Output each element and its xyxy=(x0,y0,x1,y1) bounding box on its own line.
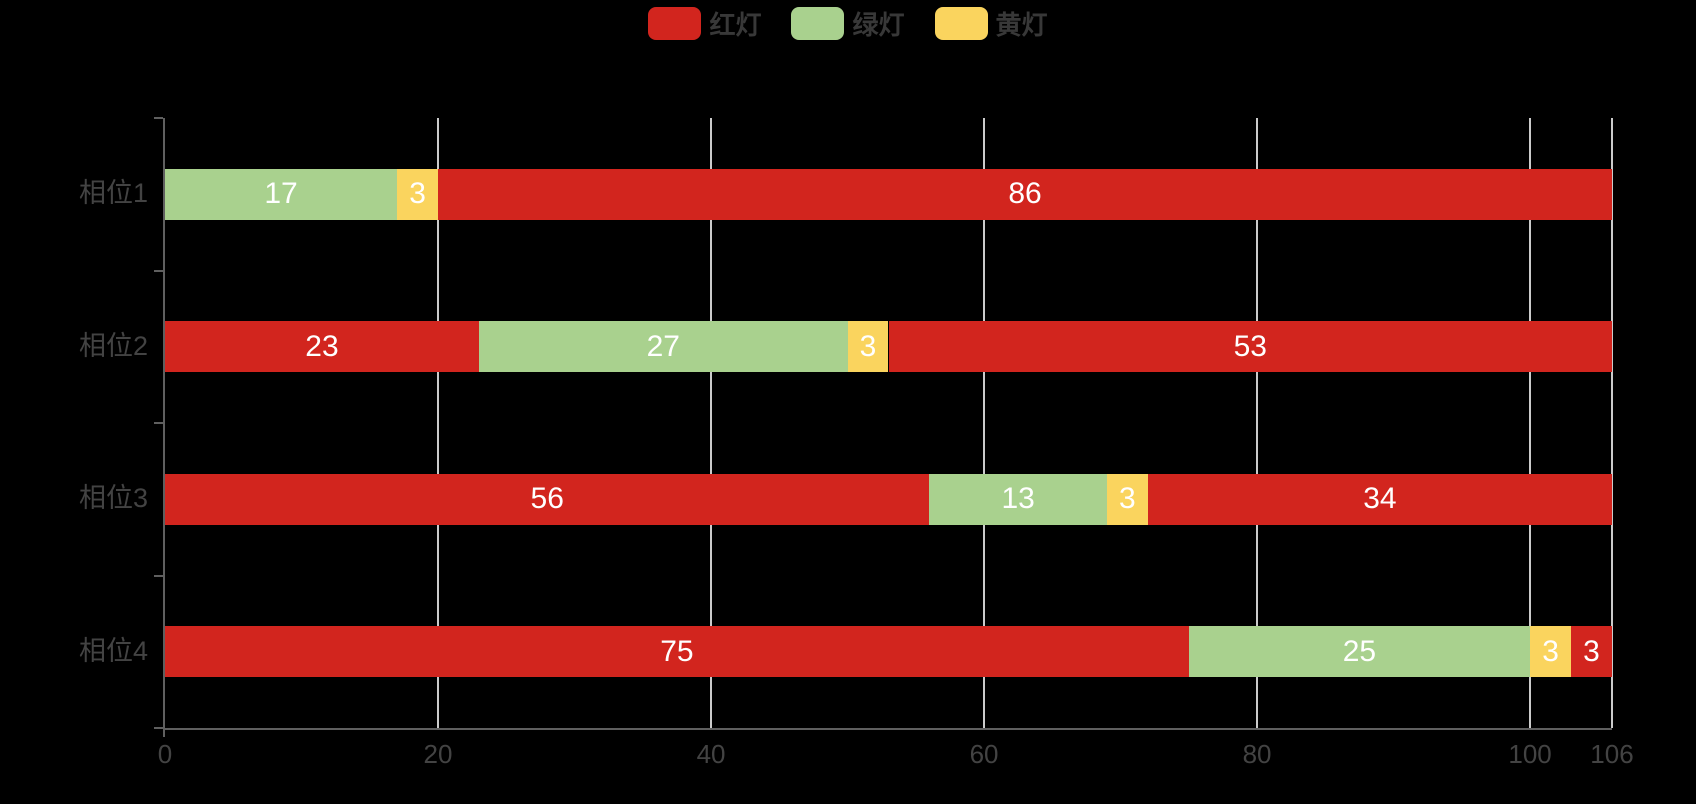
bar-value-label: 86 xyxy=(1008,177,1042,211)
bar-segment-黄灯[interactable]: 3 xyxy=(397,168,438,220)
gridline-x-60 xyxy=(983,118,986,728)
bar-value-label: 23 xyxy=(305,329,339,363)
y-axis-label-相位2: 相位2 xyxy=(78,330,148,361)
bar-segment-红灯[interactable]: 53 xyxy=(888,321,1612,373)
legend-swatch xyxy=(791,7,845,40)
bar-segment-绿灯[interactable]: 13 xyxy=(929,473,1107,525)
legend-item-2[interactable]: 绿灯 xyxy=(791,5,905,42)
y-axis-line xyxy=(163,118,165,737)
x-axis-label-40: 40 xyxy=(696,739,726,769)
bar-segment-绿灯[interactable]: 25 xyxy=(1188,626,1531,678)
y-axis-tick xyxy=(154,422,163,424)
bar-segment-绿灯[interactable]: 17 xyxy=(165,168,398,220)
legend-swatch xyxy=(934,7,988,40)
bar-value-label: 3 xyxy=(409,177,426,211)
bar-segment-黄灯[interactable]: 3 xyxy=(1106,473,1148,525)
gridline-x-40 xyxy=(710,118,713,728)
bar-value-label: 3 xyxy=(859,329,877,363)
bar-segment-绿灯[interactable]: 27 xyxy=(478,321,848,373)
y-axis-tick xyxy=(154,727,163,729)
gridline-x-106 xyxy=(1611,118,1613,728)
y-axis-tick xyxy=(154,574,163,577)
x-axis-label-0: 0 xyxy=(157,739,173,769)
legend-label: 绿灯 xyxy=(852,10,905,40)
bar-value-label: 17 xyxy=(264,177,298,211)
y-axis-tick xyxy=(154,117,163,119)
gridline-x-20 xyxy=(437,118,440,728)
y-axis-label-相位3: 相位3 xyxy=(78,483,148,514)
x-axis-label-20: 20 xyxy=(423,739,453,769)
x-axis-label-106: 106 xyxy=(1590,739,1634,769)
legend: 红灯 绿灯 黄灯 xyxy=(0,5,1696,42)
bar-segment-红灯[interactable]: 56 xyxy=(165,473,930,525)
y-axis-label-相位1: 相位1 xyxy=(78,178,148,209)
legend-item-1[interactable]: 红灯 xyxy=(648,5,761,42)
plot-area: 17 3 86 23 27 3 53 56 13 3 34 75 25 3 3 xyxy=(154,117,1613,737)
bar-value-label: 34 xyxy=(1363,482,1397,516)
bar-value-label: 56 xyxy=(530,482,564,516)
x-axis-label-100: 100 xyxy=(1508,739,1552,769)
bar-value-label: 3 xyxy=(1542,634,1559,668)
gridline-x-100 xyxy=(1529,118,1532,728)
legend-swatch xyxy=(648,7,702,40)
bar-segment-红灯[interactable]: 34 xyxy=(1147,473,1612,525)
legend-item-3[interactable]: 黄灯 xyxy=(934,5,1048,42)
bar-segment-红灯[interactable]: 86 xyxy=(438,168,1612,220)
legend-label: 红灯 xyxy=(709,10,762,40)
bar-value-label: 75 xyxy=(660,634,694,668)
gridline-x-80 xyxy=(1256,118,1259,728)
y-axis-tick xyxy=(154,269,163,272)
bar-segment-黄灯[interactable]: 3 xyxy=(847,321,889,373)
bar-value-label: 27 xyxy=(646,329,680,363)
bar-value-label: 53 xyxy=(1233,329,1267,363)
x-axis-line xyxy=(163,728,1612,730)
bar-value-label: 3 xyxy=(1583,634,1600,668)
bar-segment-黄灯[interactable]: 3 xyxy=(1530,626,1572,678)
bar-value-label: 25 xyxy=(1342,634,1377,668)
legend-label: 黄灯 xyxy=(995,10,1048,40)
bar-value-label: 13 xyxy=(1001,482,1035,516)
y-axis-label-相位4: 相位4 xyxy=(78,635,148,666)
x-axis-label-80: 80 xyxy=(1242,739,1272,769)
x-axis-label-60: 60 xyxy=(969,739,999,769)
bar-segment-红灯[interactable]: 3 xyxy=(1571,626,1612,678)
bar-segment-红灯[interactable]: 23 xyxy=(165,321,479,373)
bar-value-label: 3 xyxy=(1119,482,1136,516)
bar-segment-红灯[interactable]: 75 xyxy=(165,626,1189,678)
